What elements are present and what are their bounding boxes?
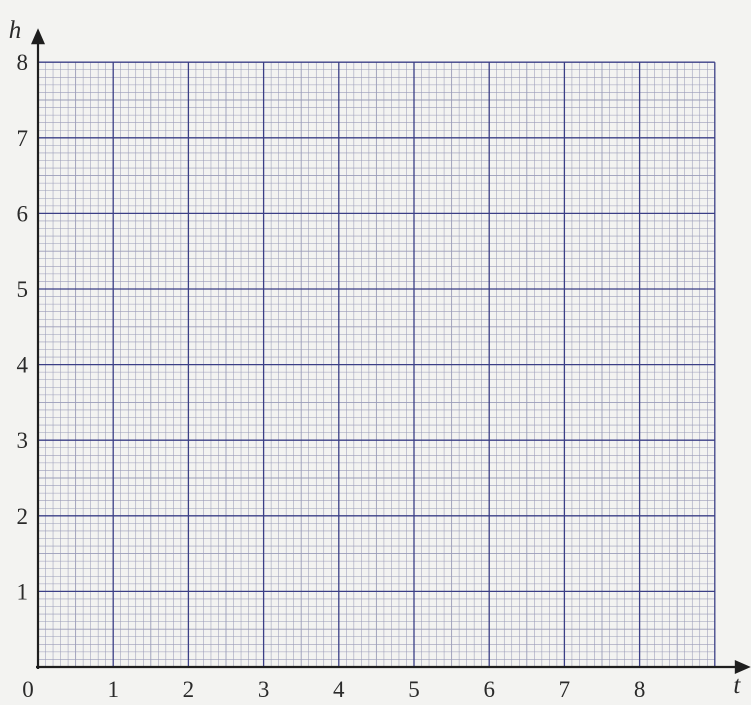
y-tick-label: 3: [17, 428, 29, 453]
x-axis-title: t: [733, 672, 741, 699]
x-tick-label: 4: [333, 677, 345, 702]
x-tick-label: 3: [258, 677, 270, 702]
tick-labels: 1 2 3 4 5 6 7 8 1 2 3 4 5 6 7 8 0 h t: [9, 17, 742, 702]
y-tick-label: 8: [17, 50, 29, 75]
x-tick-label: 8: [634, 677, 646, 702]
x-tick-label: 7: [559, 677, 571, 702]
x-axis-arrow: [734, 660, 751, 674]
major-grid: [38, 61, 716, 667]
y-tick-label: 5: [17, 277, 29, 302]
y-axis-title: h: [9, 17, 22, 44]
x-tick-label: 6: [483, 677, 495, 702]
origin-label: 0: [22, 677, 34, 702]
y-tick-label: 4: [17, 353, 29, 378]
x-tick-label: 1: [107, 677, 119, 702]
y-tick-label: 1: [17, 579, 29, 604]
y-tick-label: 6: [17, 201, 29, 226]
x-tick-label: 2: [183, 677, 195, 702]
x-tick-label: 5: [408, 677, 420, 702]
y-axis-arrow: [31, 28, 45, 45]
y-tick-label: 7: [17, 126, 29, 151]
y-tick-label: 2: [17, 504, 29, 529]
axes: [31, 28, 751, 674]
